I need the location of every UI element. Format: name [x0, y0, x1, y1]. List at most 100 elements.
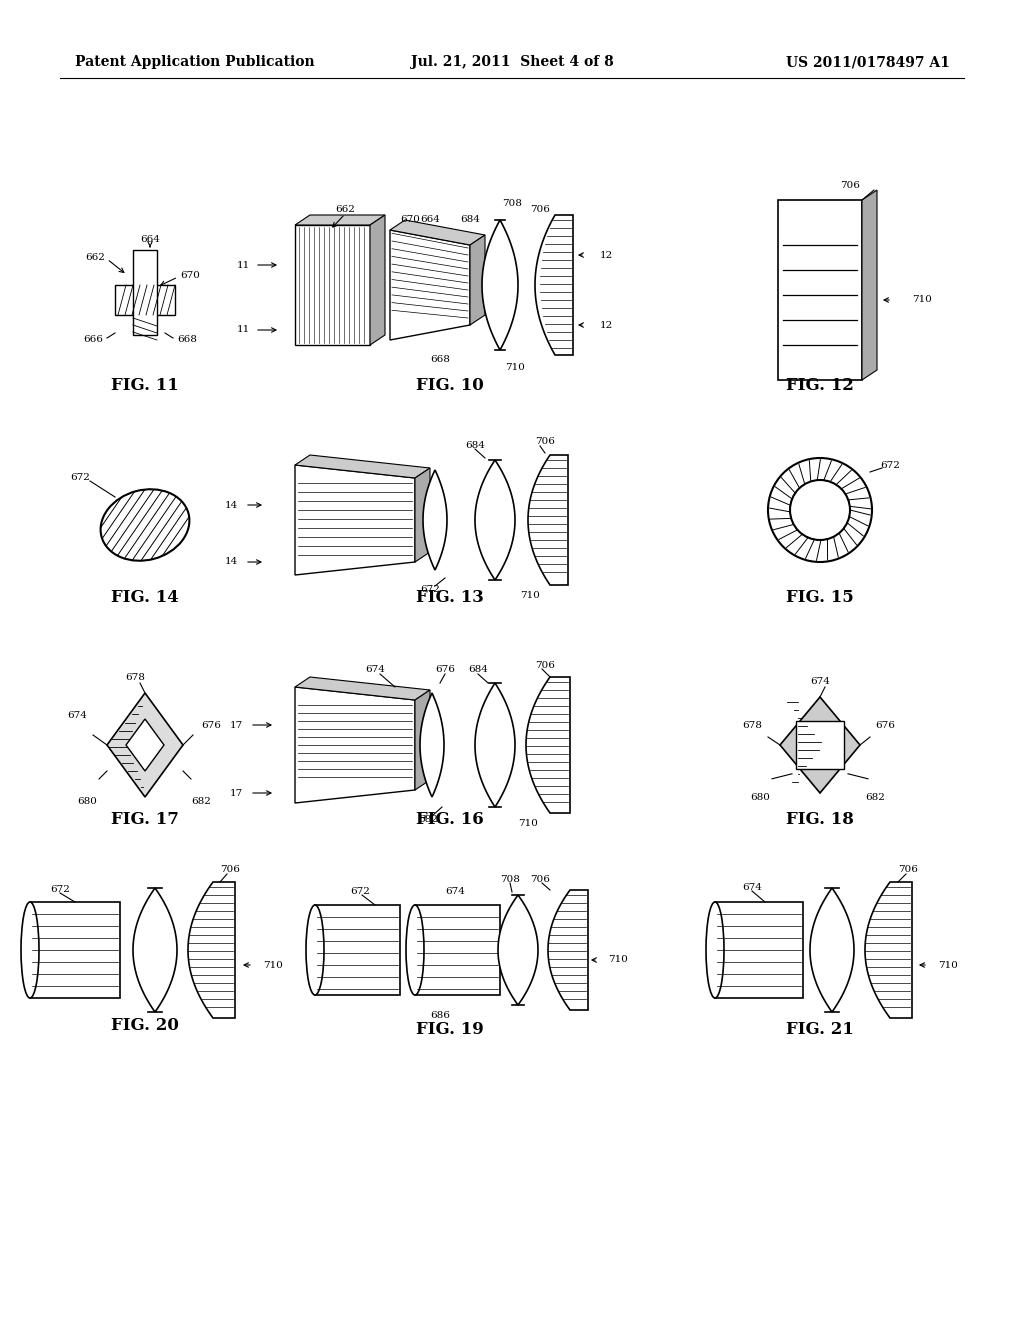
Text: 680: 680 [751, 793, 770, 803]
Polygon shape [295, 455, 430, 478]
Text: 710: 710 [912, 296, 932, 305]
Text: Jul. 21, 2011  Sheet 4 of 8: Jul. 21, 2011 Sheet 4 of 8 [411, 55, 613, 69]
Text: 17: 17 [229, 721, 243, 730]
Text: 684: 684 [468, 665, 488, 675]
Polygon shape [295, 215, 385, 224]
Text: FIG. 16: FIG. 16 [416, 812, 484, 829]
Ellipse shape [706, 902, 724, 998]
Text: FIG. 19: FIG. 19 [416, 1022, 484, 1039]
Text: 672: 672 [70, 473, 90, 482]
Text: 14: 14 [224, 500, 238, 510]
Text: FIG. 12: FIG. 12 [786, 376, 854, 393]
Text: 672: 672 [350, 887, 370, 896]
Text: 708: 708 [500, 875, 520, 884]
Text: 674: 674 [742, 883, 762, 892]
Text: 664: 664 [420, 215, 440, 224]
Polygon shape [796, 721, 844, 770]
Polygon shape [188, 882, 234, 1018]
Ellipse shape [406, 906, 424, 995]
Text: FIG. 11: FIG. 11 [112, 376, 179, 393]
Text: 674: 674 [366, 665, 385, 675]
Polygon shape [133, 888, 177, 1012]
Text: 666: 666 [83, 335, 103, 345]
Polygon shape [295, 224, 370, 345]
Polygon shape [810, 888, 854, 1012]
Text: 678: 678 [742, 721, 762, 730]
Text: 710: 710 [520, 590, 540, 599]
Text: 680: 680 [77, 797, 97, 807]
Ellipse shape [306, 906, 324, 995]
Text: 662: 662 [335, 206, 355, 214]
Text: 11: 11 [237, 326, 250, 334]
Polygon shape [106, 693, 183, 797]
Text: US 2011/0178497 A1: US 2011/0178497 A1 [786, 55, 950, 69]
Polygon shape [415, 906, 500, 995]
Text: 674: 674 [68, 710, 87, 719]
Polygon shape [862, 190, 877, 380]
Text: 662: 662 [85, 252, 105, 261]
Text: FIG. 17: FIG. 17 [111, 812, 179, 829]
Polygon shape [115, 285, 175, 315]
Text: 686: 686 [430, 1011, 450, 1019]
Text: 682: 682 [191, 797, 211, 807]
Text: 672: 672 [880, 461, 900, 470]
Text: 676: 676 [201, 721, 221, 730]
Text: 684: 684 [460, 215, 480, 224]
Polygon shape [415, 469, 430, 562]
Text: 706: 706 [536, 660, 555, 669]
Polygon shape [528, 455, 568, 585]
Text: 710: 710 [263, 961, 283, 969]
Text: 706: 706 [840, 181, 860, 190]
Text: 710: 710 [938, 961, 957, 969]
Text: 706: 706 [536, 437, 555, 446]
Polygon shape [133, 249, 157, 335]
Text: FIG. 13: FIG. 13 [416, 590, 484, 606]
Polygon shape [475, 682, 515, 807]
Polygon shape [423, 470, 447, 570]
Text: FIG. 21: FIG. 21 [786, 1022, 854, 1039]
Text: 672: 672 [50, 886, 70, 895]
Text: FIG. 10: FIG. 10 [416, 376, 484, 393]
Text: 684: 684 [465, 441, 485, 450]
Polygon shape [370, 215, 385, 345]
Text: 668: 668 [430, 355, 450, 364]
Polygon shape [30, 902, 120, 998]
Polygon shape [295, 677, 430, 700]
Polygon shape [715, 902, 803, 998]
Polygon shape [420, 693, 444, 797]
Text: 710: 710 [518, 818, 538, 828]
Polygon shape [470, 235, 485, 325]
Polygon shape [390, 230, 470, 341]
Text: 706: 706 [898, 866, 918, 874]
Text: 11: 11 [237, 260, 250, 269]
Text: 12: 12 [600, 321, 613, 330]
Text: 668: 668 [177, 335, 197, 345]
Polygon shape [548, 890, 588, 1010]
Circle shape [768, 458, 872, 562]
Text: 682: 682 [418, 816, 438, 825]
Polygon shape [315, 906, 400, 995]
Text: 664: 664 [140, 235, 160, 244]
Text: 682: 682 [865, 793, 885, 803]
Polygon shape [780, 697, 860, 793]
Text: 706: 706 [220, 866, 240, 874]
Polygon shape [865, 882, 912, 1018]
Polygon shape [126, 719, 164, 771]
Text: 708: 708 [502, 198, 522, 207]
Text: 710: 710 [608, 956, 628, 965]
Text: FIG. 15: FIG. 15 [786, 590, 854, 606]
Text: 674: 674 [810, 677, 829, 686]
Text: 678: 678 [125, 673, 145, 682]
Polygon shape [498, 895, 538, 1005]
Polygon shape [390, 220, 485, 246]
Polygon shape [295, 686, 415, 803]
Text: FIG. 14: FIG. 14 [112, 590, 179, 606]
Circle shape [790, 480, 850, 540]
Text: 14: 14 [224, 557, 238, 566]
Text: 676: 676 [874, 721, 895, 730]
Polygon shape [778, 201, 862, 380]
Text: 17: 17 [229, 788, 243, 797]
Ellipse shape [22, 902, 39, 998]
Text: 672: 672 [420, 586, 440, 594]
Text: 12: 12 [600, 251, 613, 260]
